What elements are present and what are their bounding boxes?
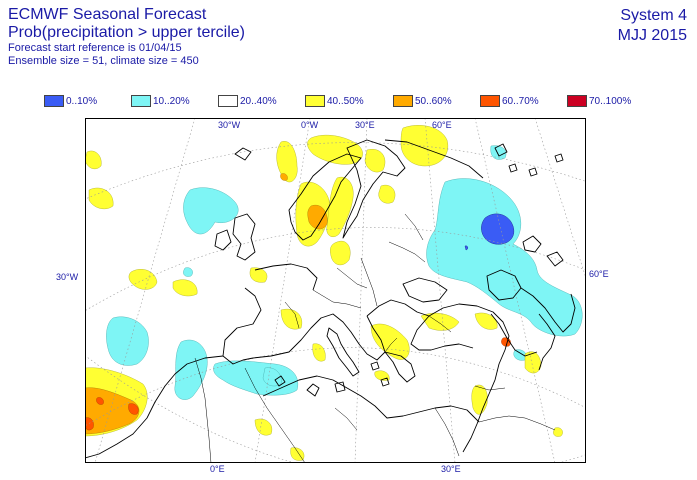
header-left: ECMWF Seasonal Forecast Prob(precipitati… [8,6,245,68]
lon-label-0w: 0°W [301,120,319,130]
ensemble-size: Ensemble size = 51, climate size = 450 [8,55,199,67]
legend-swatch [305,95,325,107]
lat-label-left: 30°W [56,272,79,282]
graticule [85,118,586,463]
legend-item-50-60: 50..60% [393,94,452,108]
blue-probability-regions [464,213,515,251]
lon-label-30w: 30°W [218,120,241,130]
forecast-map [85,118,586,463]
lon-label-30e-bottom: 30°E [441,464,461,474]
legend-label: 60..70% [502,95,539,107]
forecast-title: ECMWF Seasonal Forecast [8,6,207,23]
legend-swatch [44,95,64,107]
legend-item-20-40: 20..40% [218,94,277,108]
legend-label: 0..10% [66,95,98,107]
legend-swatch [218,95,238,107]
lon-label-60e-top: 60°E [432,120,452,130]
lon-label-0e-bottom: 0°E [210,464,225,474]
legend-label: 10..20% [153,95,190,107]
legend-item-60-70: 60..70% [480,94,539,108]
country-borders [194,213,556,463]
legend-item-0-10: 0..10% [44,94,97,108]
cyan-probability-regions [106,145,583,400]
legend-swatch [393,95,413,107]
legend-swatch [131,95,151,107]
period-label: MJJ 2015 [617,27,687,44]
legend-label: 40..50% [327,95,364,107]
system-label: System 4 [620,7,687,24]
legend-item-70-100: 70..100% [567,94,631,108]
coastlines [85,139,576,459]
legend-label: 70..100% [589,95,632,107]
lon-label-30e-top: 30°E [355,120,375,130]
forecast-start-reference: Forecast start reference is 01/04/15 [8,42,182,54]
legend-item-40-50: 40..50% [305,94,364,108]
legend-item-10-20: 10..20% [131,94,190,108]
legend-swatch [480,95,500,107]
lat-label-right: 60°E [589,269,609,279]
header-right: System 4 MJJ 2015 [618,6,687,46]
legend-swatch [567,95,587,107]
forecast-subtitle: Prob(precipitation > upper tercile) [8,24,246,41]
legend-label: 50..60% [415,95,452,107]
legend-label: 20..40% [240,95,277,107]
